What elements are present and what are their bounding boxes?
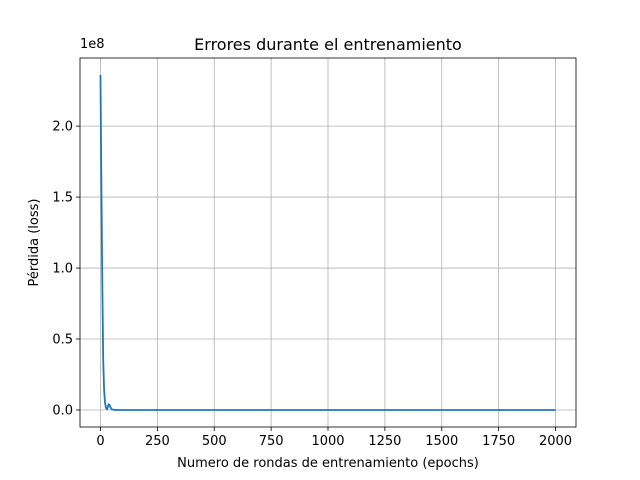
chart-title: Errores durante el entrenamiento (194, 35, 462, 54)
y-tick-label: 1.5 (52, 191, 73, 206)
loss-series-line (99, 75, 556, 411)
x-tick-label: 2000 (539, 434, 572, 449)
x-tick-label: 1000 (311, 434, 344, 449)
grid-layer (80, 58, 576, 427)
y-tick-label: 1.0 (52, 262, 73, 277)
x-tick-label: 1250 (368, 434, 401, 449)
x-tick-label: 250 (145, 434, 170, 449)
x-tick-label: 1500 (425, 434, 458, 449)
x-axis-label: Numero de rondas de entrenamiento (epoch… (177, 456, 479, 471)
tick-layer: 0 250 500 750 1000 1250 1500 1750 2000 0.0 0.5 1.0 1… (52, 120, 572, 449)
y-offset-label: 1e8 (80, 37, 105, 52)
x-tick-label: 1750 (482, 434, 515, 449)
series-layer (99, 75, 556, 411)
y-tick-label: 0.5 (52, 333, 73, 348)
y-axis-label: Pérdida (loss) (27, 199, 42, 287)
x-tick-label: 750 (259, 434, 284, 449)
x-tick-label: 0 (96, 434, 104, 449)
x-tick-label: 500 (202, 434, 227, 449)
y-tick-label: 0.0 (52, 403, 73, 418)
y-tick-label: 2.0 (52, 120, 73, 135)
